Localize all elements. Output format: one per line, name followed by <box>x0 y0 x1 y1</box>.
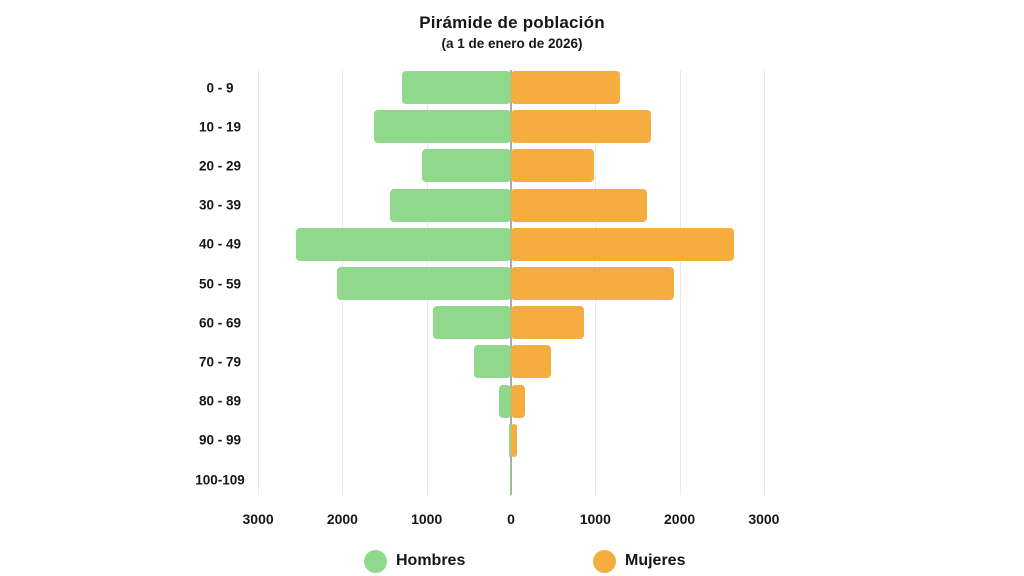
x-axis-tick-label: 3000 <box>242 511 274 527</box>
x-axis-tick-label: 3000 <box>748 511 780 527</box>
bar-mujeres-50-59[interactable] <box>511 267 674 300</box>
y-axis-label: 10 - 19 <box>198 119 242 135</box>
bar-hombres-10-19[interactable] <box>374 110 511 144</box>
chart-subtitle: (a 1 de enero de 2026) <box>441 36 583 51</box>
gridline <box>763 70 765 495</box>
bar-hombres-0-9[interactable] <box>402 71 511 104</box>
bar-hombres-50-59[interactable] <box>337 267 511 300</box>
bar-mujeres-30-39[interactable] <box>511 188 647 222</box>
bar-hombres-70-79[interactable] <box>473 345 511 379</box>
y-axis-label: 50 - 59 <box>198 276 242 291</box>
y-axis-label: 100-109 <box>195 472 245 487</box>
bar-mujeres-10-19[interactable] <box>511 110 651 144</box>
y-axis-label: 80 - 89 <box>198 393 242 409</box>
legend-item-mujeres[interactable]: Mujeres <box>593 549 685 573</box>
bar-mujeres-90-99[interactable] <box>511 423 517 457</box>
bar-hombres-80-89[interactable] <box>499 384 511 418</box>
x-axis-tick-label: 1000 <box>579 511 611 527</box>
y-axis-label: 30 - 39 <box>198 197 242 213</box>
bar-hombres-60-69[interactable] <box>432 306 511 340</box>
legend-label-hombres: Hombres <box>396 552 466 569</box>
y-axis-label: 40 - 49 <box>198 236 242 252</box>
bar-mujeres-20-29[interactable] <box>511 149 594 183</box>
y-axis-label: 70 - 79 <box>198 354 242 370</box>
legend-swatch-mujeres <box>593 549 616 573</box>
x-axis-tick-label: 2000 <box>664 511 696 527</box>
bar-mujeres-80-89[interactable] <box>511 384 526 418</box>
chart-title: Pirámide de población <box>419 13 605 32</box>
bar-mujeres-60-69[interactable] <box>511 306 585 340</box>
bar-hombres-90-99[interactable] <box>508 423 511 457</box>
gridline <box>258 70 260 495</box>
y-axis-label: 90 - 99 <box>198 432 242 448</box>
y-axis-label: 60 - 69 <box>198 315 242 331</box>
y-axis-label: 20 - 29 <box>198 158 242 174</box>
x-axis-tick-label: 1000 <box>411 511 443 527</box>
y-axis-label: 0 - 9 <box>206 80 234 95</box>
legend-label-mujeres: Mujeres <box>625 552 686 569</box>
bar-mujeres-40-49[interactable] <box>511 227 734 261</box>
bar-mujeres-0-9[interactable] <box>511 71 620 104</box>
bar-hombres-20-29[interactable] <box>421 149 511 183</box>
legend-swatch-hombres <box>364 549 387 573</box>
bar-hombres-100-109[interactable] <box>509 463 511 496</box>
bar-hombres-40-49[interactable] <box>296 227 511 261</box>
x-axis-tick-label: 0 <box>507 511 515 527</box>
legend-item-hombres[interactable]: Hombres <box>364 549 465 573</box>
bar-mujeres-70-79[interactable] <box>511 345 551 379</box>
x-axis-tick-label: 2000 <box>326 511 358 527</box>
bar-hombres-30-39[interactable] <box>390 188 511 222</box>
gridline <box>679 70 681 495</box>
